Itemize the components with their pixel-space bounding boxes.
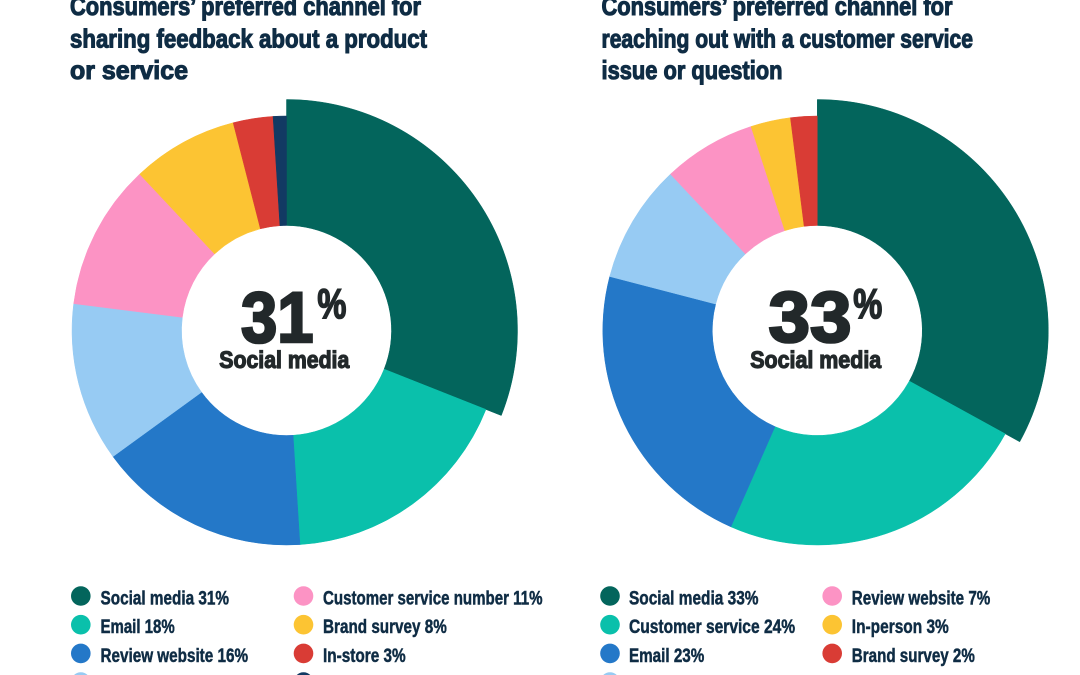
svg-text:Social media: Social media	[219, 347, 350, 374]
svg-text:31: 31	[241, 279, 314, 358]
svg-text:Social media: Social media	[750, 347, 882, 374]
svg-text:%: %	[853, 280, 882, 327]
svg-text:Brand survey 2%: Brand survey 2%	[852, 645, 975, 667]
svg-text:Email 18%: Email 18%	[101, 616, 175, 638]
svg-text:Review website 16%: Review website 16%	[101, 645, 249, 667]
svg-text:In-store 3%: In-store 3%	[323, 645, 406, 667]
svg-text:Consumers’ preferred channel f: Consumers’ preferred channel for	[602, 0, 953, 21]
svg-text:Customer service 24%: Customer service 24%	[629, 616, 795, 638]
svg-text:Brand survey 8%: Brand survey 8%	[323, 616, 447, 638]
svg-text:Review website 7%: Review website 7%	[852, 587, 991, 609]
svg-text:Email 23%: Email 23%	[629, 645, 704, 667]
svg-text:sharing feedback about a produ: sharing feedback about a product	[70, 24, 427, 54]
svg-text:In-person 3%: In-person 3%	[852, 616, 949, 638]
svg-text:issue or question: issue or question	[602, 55, 783, 85]
svg-text:Social media 31%: Social media 31%	[101, 587, 230, 609]
svg-text:or service: or service	[70, 55, 188, 85]
svg-text:Customer service number 11%: Customer service number 11%	[323, 587, 543, 609]
svg-text:33: 33	[769, 279, 852, 358]
svg-text:Consumers’ preferred channel f: Consumers’ preferred channel for	[70, 0, 421, 21]
svg-text:reaching out with a customer s: reaching out with a customer service	[602, 24, 974, 54]
svg-text:Social media 33%: Social media 33%	[629, 587, 759, 609]
svg-text:%: %	[317, 280, 346, 327]
